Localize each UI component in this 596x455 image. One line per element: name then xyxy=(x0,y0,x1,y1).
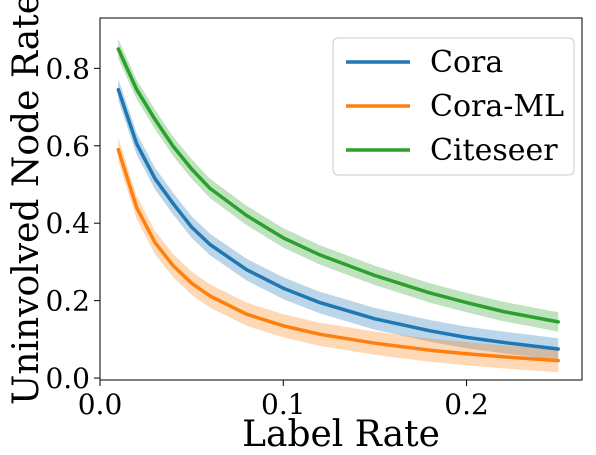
legend: Cora Cora-ML Citeseer xyxy=(332,37,575,176)
legend-label-cora: Cora xyxy=(430,45,503,80)
band-cora-ml xyxy=(118,138,559,373)
line-citeseer xyxy=(116,47,560,324)
y-tick-label: 0.2 xyxy=(45,285,90,318)
x-tick-label: 0.0 xyxy=(78,388,123,421)
y-axis-label: Uninvolved Node Rate xyxy=(6,0,47,405)
y-tick-label: 0.6 xyxy=(45,130,90,163)
y-tick-label: 0.0 xyxy=(45,362,90,395)
line-cora xyxy=(116,87,560,351)
band-cora xyxy=(118,78,559,360)
y-tick-label: 0.8 xyxy=(45,52,90,85)
line-cora-ml xyxy=(116,147,560,363)
legend-box xyxy=(332,37,575,176)
plot-frame xyxy=(99,17,583,381)
y-tick-label: 0.4 xyxy=(45,207,90,240)
y-axis: 0.0 0.2 0.4 0.6 0.8 xyxy=(45,52,100,395)
legend-label-citeseer: Citeseer xyxy=(430,133,558,168)
x-axis-label: Label Rate xyxy=(242,414,440,450)
x-tick-label: 0.1 xyxy=(261,388,306,421)
x-axis: 0.0 0.1 0.2 xyxy=(78,380,489,421)
x-tick-label: 0.2 xyxy=(444,388,489,421)
legend-label-cora-ml: Cora-ML xyxy=(430,89,564,124)
series-lines xyxy=(116,47,560,363)
